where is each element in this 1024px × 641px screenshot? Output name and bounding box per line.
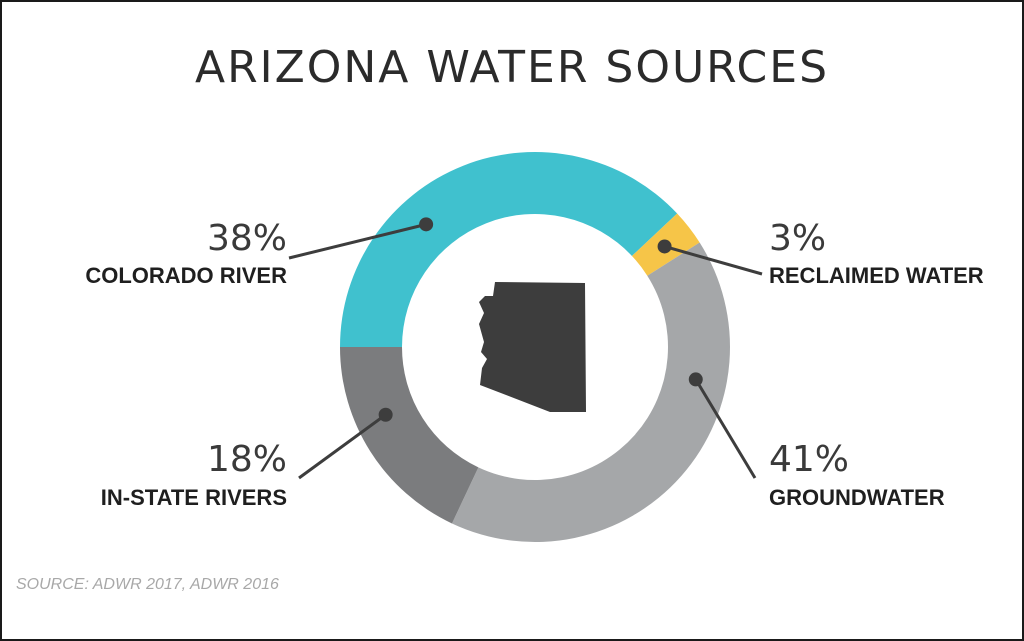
leader-dot-reclaimed-water — [657, 239, 672, 254]
leader-line-groundwater — [694, 378, 757, 479]
slice-label-groundwater: GROUNDWATER — [769, 485, 945, 510]
donut-slice-groundwater — [451, 242, 731, 542]
leader-dot-groundwater — [688, 372, 703, 387]
slice-label-reclaimed-water: RECLAIMED WATER — [769, 263, 984, 288]
slice-percent-reclaimed-water: 3% — [769, 218, 826, 259]
leader-line-in-state-rivers — [298, 413, 387, 480]
slice-percent-groundwater: 41% — [769, 439, 849, 480]
leader-dot-colorado-river — [419, 217, 434, 232]
leader-dot-in-state-rivers — [378, 407, 393, 422]
leader-line-colorado-river — [288, 222, 427, 260]
source-note: SOURCE: ADWR 2017, ADWR 2016 — [16, 576, 279, 593]
chart-title: ARIZONA WATER SOURCES — [194, 42, 830, 93]
slice-percent-in-state-rivers: 18% — [207, 439, 287, 480]
slice-percent-colorado-river: 38% — [207, 218, 287, 259]
donut-slice-in-state-rivers — [340, 347, 479, 524]
leader-line-reclaimed-water — [664, 245, 763, 276]
slice-label-colorado-river: COLORADO RIVER — [85, 263, 287, 288]
arizona-state-silhouette-icon — [479, 282, 586, 412]
slice-label-in-state-rivers: IN-STATE RIVERS — [101, 485, 287, 510]
donut-slice-colorado-river — [340, 152, 678, 347]
